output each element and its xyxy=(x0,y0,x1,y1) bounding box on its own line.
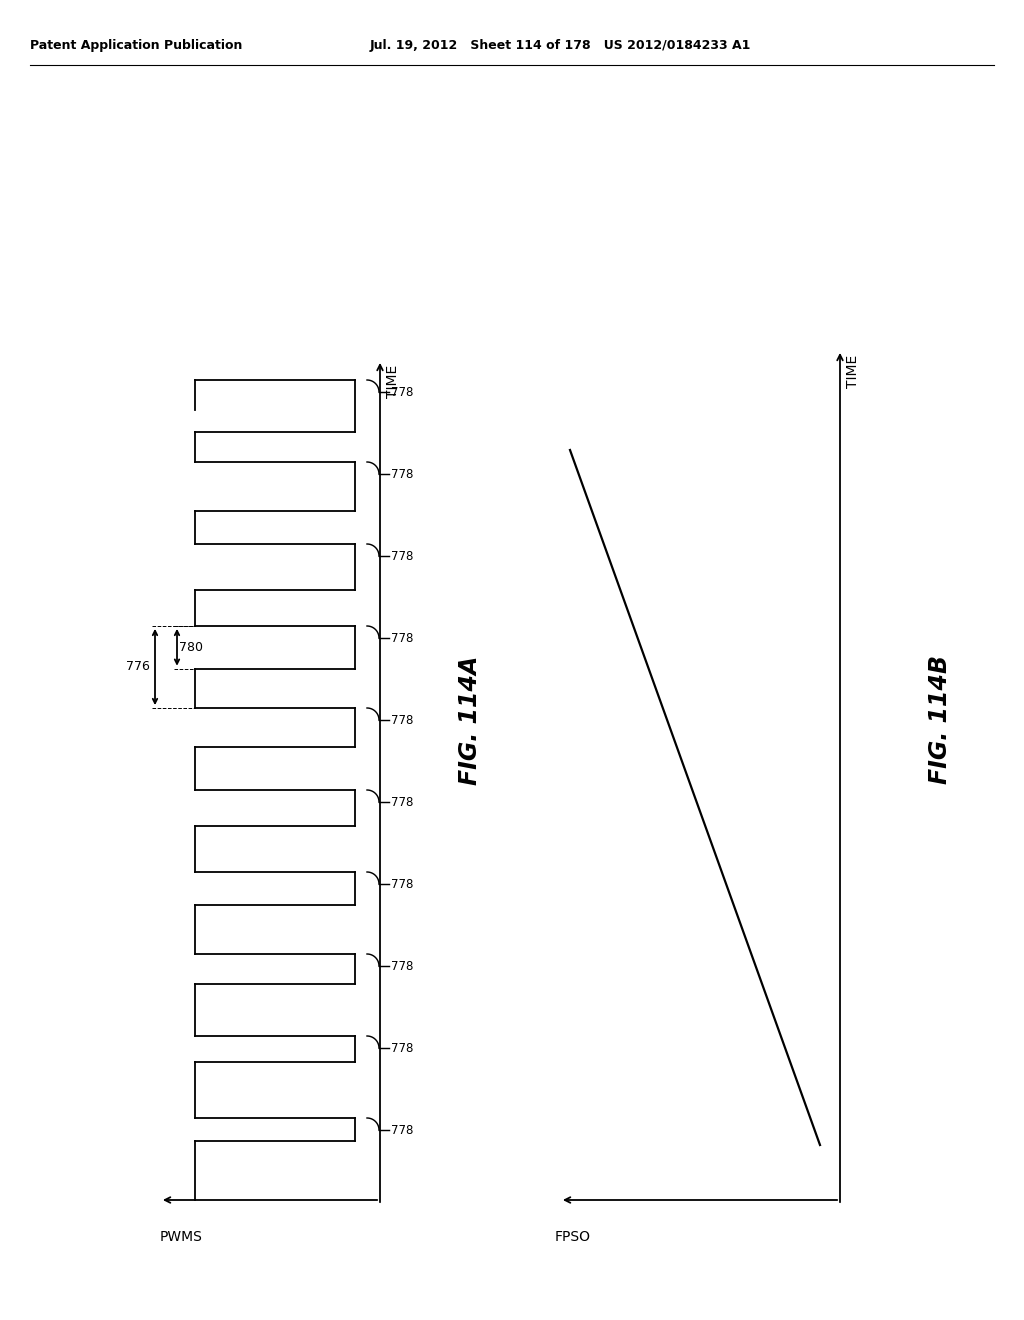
Text: TIME: TIME xyxy=(846,355,860,388)
Text: 776: 776 xyxy=(126,660,150,673)
Text: 778: 778 xyxy=(391,960,414,973)
Text: FIG. 114A: FIG. 114A xyxy=(458,655,482,784)
Text: Patent Application Publication: Patent Application Publication xyxy=(30,38,243,51)
Text: 778: 778 xyxy=(391,385,414,399)
Text: 780: 780 xyxy=(179,640,203,653)
Text: PWMS: PWMS xyxy=(160,1230,203,1243)
Text: 778: 778 xyxy=(391,631,414,644)
Text: 778: 778 xyxy=(391,1123,414,1137)
Text: 778: 778 xyxy=(391,714,414,726)
Text: 778: 778 xyxy=(391,796,414,808)
Text: Jul. 19, 2012   Sheet 114 of 178   US 2012/0184233 A1: Jul. 19, 2012 Sheet 114 of 178 US 2012/0… xyxy=(370,38,752,51)
Text: 778: 778 xyxy=(391,549,414,562)
Text: 778: 778 xyxy=(391,1041,414,1055)
Text: TIME: TIME xyxy=(386,366,400,399)
Text: FIG. 114B: FIG. 114B xyxy=(928,656,952,784)
Text: 778: 778 xyxy=(391,878,414,891)
Text: 778: 778 xyxy=(391,467,414,480)
Text: FPSO: FPSO xyxy=(555,1230,591,1243)
